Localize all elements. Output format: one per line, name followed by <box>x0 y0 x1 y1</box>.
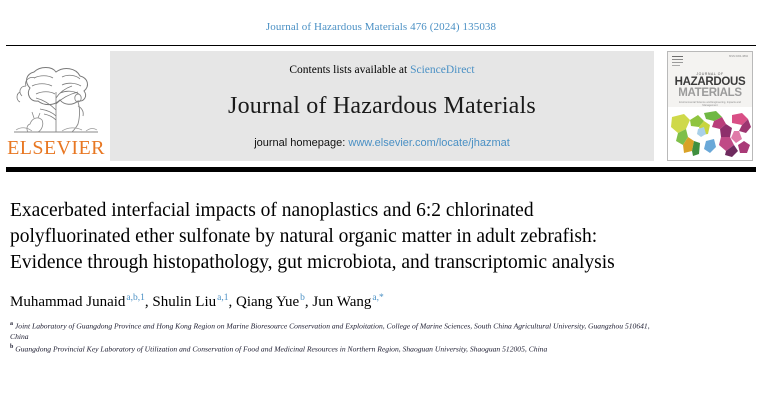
contents-prefix: Contents lists available at <box>289 64 411 76</box>
journal-homepage-link[interactable]: www.elsevier.com/locate/jhazmat <box>348 137 510 149</box>
homepage-prefix: journal homepage: <box>254 137 349 149</box>
affiliation-text: Guangdong Provincial Key Laboratory of U… <box>15 344 548 354</box>
author-affiliation-marks: a,1 <box>217 292 229 303</box>
author-affiliation-marks: b <box>300 292 305 303</box>
author-item: Shulin Liua,1 <box>152 292 229 310</box>
author-affiliation-marks: a,b,1 <box>126 292 145 303</box>
affiliation-mark: a <box>10 320 13 327</box>
contents-available-line: Contents lists available at ScienceDirec… <box>289 64 474 76</box>
affiliation-list: a Joint Laboratory of Guangdong Province… <box>10 320 660 355</box>
article-header: Exacerbated interfacial impacts of nanop… <box>0 172 762 355</box>
author-separator: , <box>228 293 236 310</box>
author-item: Jun Wanga,* <box>312 292 384 310</box>
elsevier-tree-icon <box>14 67 98 133</box>
affiliation-item: b Guangdong Provincial Key Laboratory of… <box>10 343 660 355</box>
elsevier-logo: ELSEVIER <box>6 51 110 161</box>
cover-top-row: ISSN 0304-3894 <box>672 55 748 69</box>
cover-title-line1: HAZARDOUS <box>674 76 746 88</box>
running-head: Journal of Hazardous Materials 476 (2024… <box>265 21 497 33</box>
author-name: Qiang Yue <box>235 293 300 310</box>
affiliation-item: a Joint Laboratory of Guangdong Province… <box>10 320 660 343</box>
journal-masthead: ELSEVIER Contents lists available at Sci… <box>6 45 756 161</box>
sciencedirect-link[interactable]: ScienceDirect <box>410 64 475 76</box>
author-item: Qiang Yueb <box>235 292 305 310</box>
cover-subtitle: Environmental Science and Engineering, I… <box>679 101 741 107</box>
masthead-row: ELSEVIER Contents lists available at Sci… <box>6 51 756 161</box>
journal-cover-thumbnail[interactable]: ISSN 0304-3894 JOURNAL OF HAZARDOUS MATE… <box>664 51 756 161</box>
cover-journal-of: JOURNAL OF <box>696 72 724 76</box>
author-name: Jun Wang <box>312 293 372 310</box>
masthead-bottom-rule <box>6 167 756 172</box>
author-name: Shulin Liu <box>152 293 217 310</box>
author-affiliation-marks: a,* <box>372 292 384 303</box>
elsevier-wordmark: ELSEVIER <box>7 137 105 159</box>
masthead-center: Contents lists available at ScienceDirec… <box>110 51 654 161</box>
world-map-icon <box>668 107 752 160</box>
cover-issn: ISSN 0304-3894 <box>728 55 748 58</box>
author-name: Muhammad Junaid <box>10 293 126 310</box>
author-separator: , <box>144 293 153 310</box>
cover-inner: ISSN 0304-3894 JOURNAL OF HAZARDOUS MATE… <box>667 51 753 161</box>
affiliation-text: Joint Laboratory of Guangdong Province a… <box>10 321 650 342</box>
affiliation-mark: b <box>10 344 14 351</box>
elsevier-mark-icon <box>672 55 683 68</box>
cover-world-map-graphic <box>668 107 752 160</box>
article-title: Exacerbated interfacial impacts of nanop… <box>10 200 615 273</box>
journal-title: Journal of Hazardous Materials <box>228 93 536 119</box>
journal-homepage-line: journal homepage: www.elsevier.com/locat… <box>254 137 510 149</box>
author-separator: , <box>304 293 313 310</box>
cover-title-line2: MATERIALS <box>678 87 742 99</box>
author-list: Muhammad Junaida,b,1, Shulin Liua,1, Qia… <box>10 293 750 311</box>
author-item: Muhammad Junaida,b,1 <box>10 292 145 310</box>
